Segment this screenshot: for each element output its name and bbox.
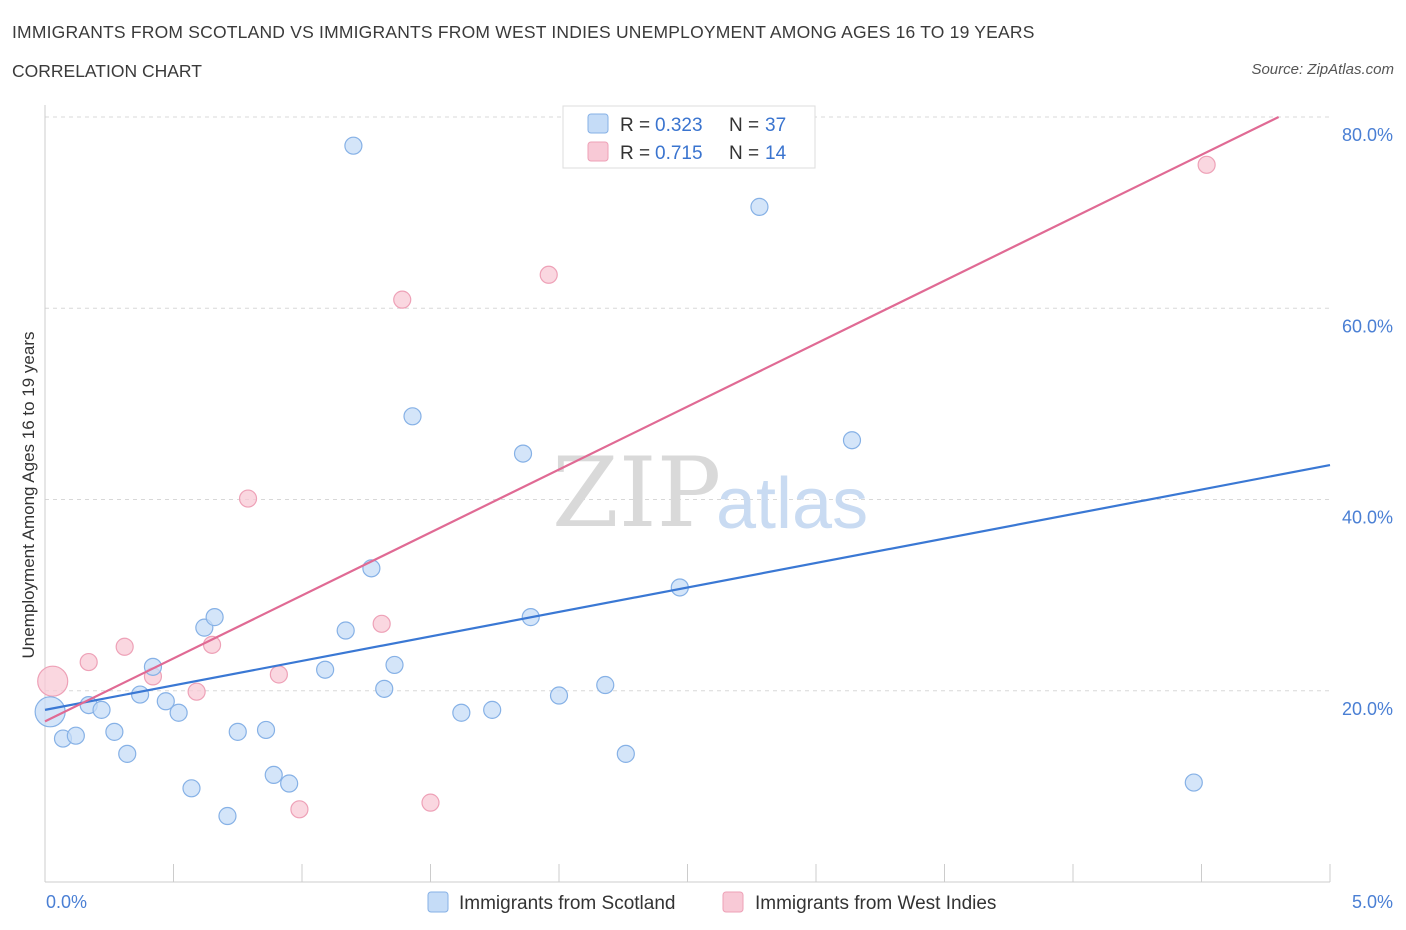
point-scotland	[750, 197, 769, 216]
legend-r-label-westindies: R =	[620, 143, 650, 164]
point-scotland	[842, 431, 862, 450]
y-axis-label: Unemployment Among Ages 16 to 19 years	[19, 332, 38, 659]
legend-n-label-scotland: N =	[729, 115, 759, 136]
point-scotland	[143, 657, 163, 676]
point-westindies	[539, 265, 558, 284]
legend-r-value-scotland: 0.323	[655, 115, 703, 136]
point-scotland	[483, 700, 502, 719]
point-westindies	[372, 614, 391, 633]
grid-lines	[45, 116, 1330, 692]
point-scotland	[205, 608, 224, 627]
x-tick-label-max: 5.0%	[1352, 892, 1393, 912]
point-scotland	[256, 720, 276, 740]
tick-labels: 20.0% 40.0% 60.0% 80.0% 0.0% 5.0%	[46, 125, 1393, 912]
point-scotland	[264, 765, 283, 785]
series-legend-swatch-scotland	[427, 891, 449, 913]
series-legend-swatch-westindies	[722, 891, 744, 913]
point-scotland	[118, 744, 137, 763]
watermark-atlas: atlas	[716, 464, 868, 544]
chart-subtitle: CORRELATION CHART	[12, 61, 202, 81]
point-scotland	[616, 744, 635, 763]
legend-n-label-westindies: N =	[729, 143, 759, 164]
point-scotland	[336, 621, 355, 640]
point-scotland	[280, 774, 299, 793]
point-westindies	[421, 793, 440, 812]
point-scotland	[513, 444, 533, 463]
correlation-legend: R = 0.323 N = 37 R = 0.715 N = 14	[562, 105, 816, 169]
x-tick-label-min: 0.0%	[46, 892, 87, 912]
source-credit: Source: ZipAtlas.com	[1251, 61, 1394, 78]
point-scotland	[403, 407, 422, 426]
legend-r-label-scotland: R =	[620, 115, 650, 136]
point-scotland	[228, 722, 247, 741]
point-scotland	[169, 703, 188, 722]
y-tick-label: 60.0%	[1342, 316, 1393, 336]
series-legend-label-westindies: Immigrants from West Indies	[755, 893, 996, 914]
trend-lines	[44, 116, 1331, 723]
point-westindies	[37, 665, 69, 697]
point-westindies	[238, 489, 258, 508]
point-scotland	[385, 655, 404, 675]
point-scotland	[452, 703, 471, 722]
series-legend: Immigrants from Scotland Immigrants from…	[427, 891, 996, 914]
point-scotland	[130, 685, 150, 704]
legend-r-value-westindies: 0.715	[655, 143, 703, 164]
legend-swatch-scotland	[587, 113, 609, 134]
trend-line-scotland	[44, 463, 1331, 711]
point-scotland	[1184, 773, 1203, 792]
point-scotland	[344, 136, 363, 155]
point-westindies	[393, 290, 412, 309]
watermark: ZIP atlas	[552, 437, 868, 549]
point-westindies	[1197, 155, 1216, 174]
y-tick-label: 80.0%	[1342, 125, 1393, 145]
legend-n-value-westindies: 14	[765, 143, 787, 164]
point-scotland	[596, 675, 615, 695]
point-scotland	[34, 696, 66, 728]
point-westindies	[187, 682, 206, 701]
point-scotland	[182, 779, 201, 798]
point-westindies	[79, 652, 98, 672]
watermark-zip: ZIP	[552, 437, 721, 549]
y-tick-label: 20.0%	[1342, 699, 1393, 719]
point-scotland	[375, 679, 394, 698]
chart-title: IMMIGRANTS FROM SCOTLAND VS IMMIGRANTS F…	[12, 22, 1035, 42]
point-scotland	[105, 722, 124, 741]
trend-line-westindies	[44, 116, 1280, 723]
series-legend-label-scotland: Immigrants from Scotland	[459, 893, 675, 914]
point-westindies	[290, 800, 309, 819]
point-scotland	[549, 686, 569, 705]
point-scotland	[156, 692, 175, 711]
point-scotland	[92, 700, 111, 719]
point-scotland	[66, 726, 85, 745]
legend-n-value-scotland: 37	[765, 115, 786, 136]
point-scotland	[218, 806, 237, 826]
y-tick-label: 40.0%	[1342, 508, 1393, 528]
point-westindies	[269, 665, 288, 684]
legend-swatch-westindies	[587, 141, 609, 162]
point-scotland	[316, 660, 335, 679]
point-westindies	[115, 637, 134, 656]
axes	[44, 105, 1331, 883]
